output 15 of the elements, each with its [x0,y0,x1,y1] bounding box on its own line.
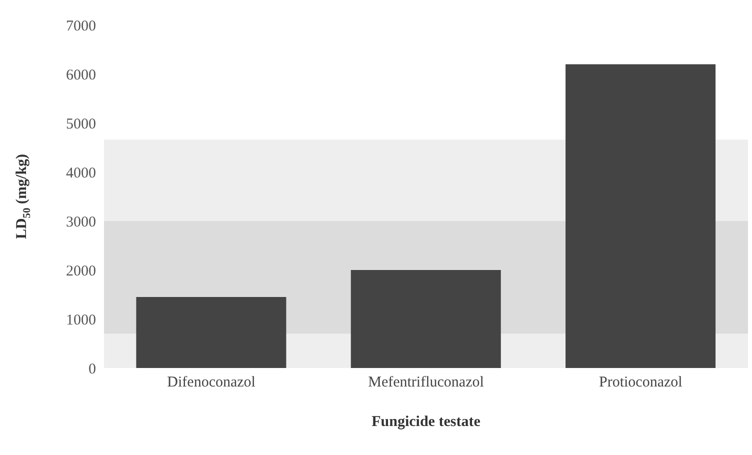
y-tick-label: 6000 [66,67,96,84]
bar [136,296,286,368]
bar [350,270,501,368]
bar [566,64,716,368]
y-tick-label: 7000 [66,18,96,34]
y-tick-label: 5000 [66,116,96,132]
y-tick-label: 1000 [66,312,96,328]
y-tick-label: 4000 [66,165,96,182]
x-tick-label: Protioconazol [599,374,682,391]
y-tick-label: 3000 [66,214,96,230]
x-tick-label: Mefentrifluconazol [368,374,484,391]
y-tick-label: 0 [88,361,96,378]
x-axis-title: Fungicide testate [372,414,481,430]
y-tick-label: 2000 [66,263,96,280]
x-tick-label: Difenoconazol [167,374,256,391]
